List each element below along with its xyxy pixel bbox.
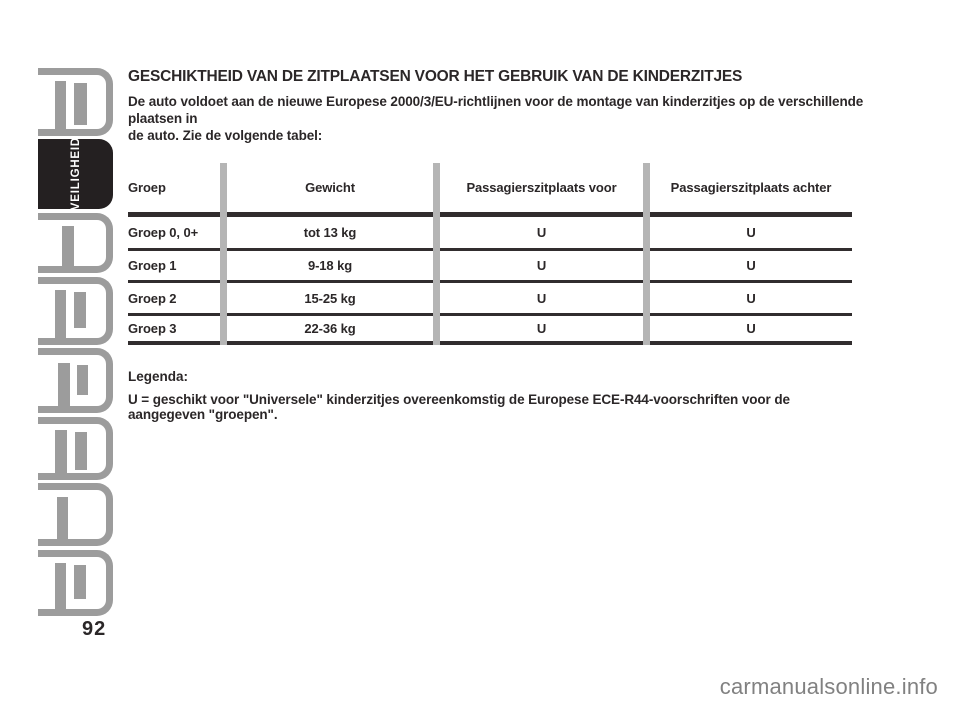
intro-line-1: De auto voldoet aan de nieuwe Europese 2… [128, 94, 864, 126]
sidebar-tab-7 [38, 483, 113, 546]
cell-gewicht: 9-18 kg [307, 258, 353, 273]
cell-gewicht: 22-36 kg [304, 321, 356, 336]
cell-voor: U [536, 258, 547, 273]
cell-gewicht: tot 13 kg [303, 225, 357, 240]
table-row-rule [128, 313, 852, 316]
cell-voor: U [536, 225, 547, 240]
table-column-separator [643, 163, 650, 345]
cell-groep: Groep 1 [128, 258, 177, 273]
column-header: Gewicht [305, 180, 355, 195]
table-bottom-rule [128, 341, 852, 345]
cell-voor: U [536, 321, 547, 336]
tab-label-placeholder [57, 497, 68, 539]
tab-label-placeholder [62, 226, 74, 266]
watermark: carmanualsonline.info [719, 674, 938, 699]
cell-groep: Groep 0, 0+ [128, 225, 199, 240]
tab-label-placeholder [55, 290, 66, 340]
sidebar-tab-1 [38, 68, 113, 136]
sidebar-tab-6 [38, 417, 113, 480]
intro-line-2: de auto. Zie de volgende tabel: [128, 128, 323, 143]
cell-achter: U [746, 258, 756, 273]
table-row: Groep 2 15-25 kg U U [128, 283, 852, 313]
cell-groep: Groep 3 [128, 321, 177, 336]
table-header-row: Groep Gewicht Passagierszitplaats voor P… [128, 163, 852, 212]
column-header: Passagierszitplaats voor [466, 180, 617, 195]
table-header-rule [128, 212, 852, 217]
tab-label-placeholder [55, 81, 66, 129]
tab-label-placeholder [75, 432, 87, 470]
tab-label-placeholder [77, 365, 88, 395]
column-header: Groep [128, 180, 166, 195]
sidebar-tab-veiligheid: VEILIGHEID [38, 137, 113, 211]
table-row: Groep 3 22-36 kg U U [128, 316, 852, 341]
sidebar-tab-5 [38, 348, 113, 413]
cell-voor: U [536, 290, 547, 306]
sidebar-tab-label: VEILIGHEID [69, 137, 82, 211]
table-row: Groep 1 9-18 kg U U [128, 251, 852, 280]
table-row: Groep 0, 0+ tot 13 kg U U [128, 217, 852, 248]
sidebar-tab-8 [38, 550, 113, 616]
child-seat-table: Groep Gewicht Passagierszitplaats voor P… [128, 163, 852, 345]
cell-achter: U [746, 290, 756, 306]
table-row-rule [128, 248, 852, 251]
tab-label-placeholder [55, 430, 67, 474]
tab-label-placeholder [74, 83, 87, 125]
table-column-separator [220, 163, 227, 345]
cell-gewicht: 15-25 kg [304, 290, 356, 306]
column-header: Passagierszitplaats achter [670, 180, 832, 195]
sidebar-tab-4 [38, 277, 113, 345]
cell-achter: U [746, 321, 756, 336]
tab-label-placeholder [74, 565, 86, 599]
table-row-rule [128, 280, 852, 283]
cell-groep: Groep 2 [128, 290, 177, 306]
sidebar-tab-3 [38, 213, 113, 273]
intro-paragraph: De auto voldoet aan de nieuwe Europese 2… [128, 93, 868, 144]
cell-achter: U [746, 225, 756, 240]
tab-label-placeholder [74, 292, 86, 328]
tab-label-placeholder [58, 363, 70, 407]
section-title: GESCHIKTHEID VAN DE ZITPLAATSEN VOOR HET… [128, 68, 743, 85]
table-column-separator [433, 163, 440, 345]
tab-label-placeholder [55, 563, 66, 611]
legend-title: Legenda: [128, 369, 189, 384]
legend-text: U = geschikt voor "Universele" kinderzit… [128, 392, 790, 422]
page-number: 92 [82, 618, 107, 640]
